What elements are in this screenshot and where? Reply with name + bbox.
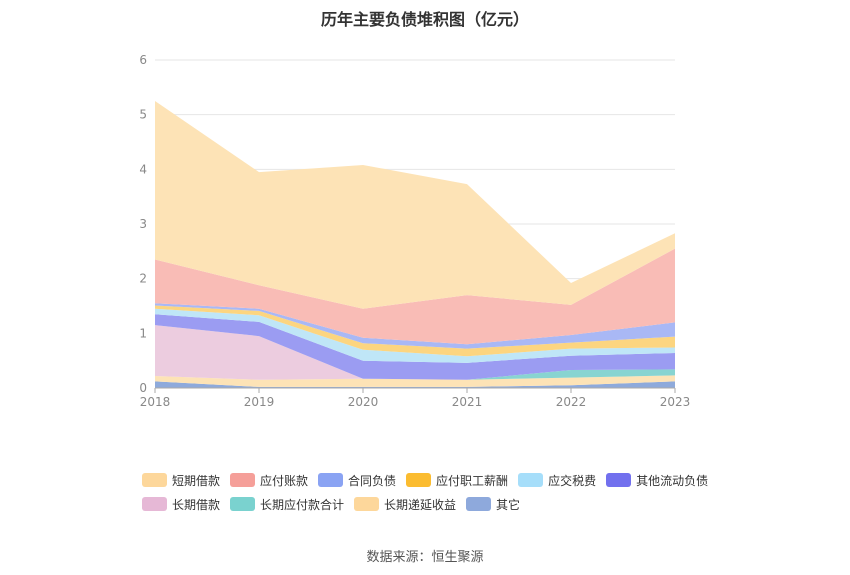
legend-swatch [466,497,492,511]
x-tick-label: 2018 [140,395,171,409]
legend-label: 长期借款 [172,497,221,512]
legend-label: 其它 [496,497,521,512]
legend-item[interactable]: 长期借款 [142,496,220,513]
legend-swatch [518,473,544,487]
legend-swatch [406,473,432,487]
data-source-note: 数据来源：恒生聚源 [366,550,484,565]
legend-item[interactable]: 合同负债 [318,472,396,489]
area-series [155,308,675,363]
y-tick-label: 6 [139,53,147,67]
x-tick-label: 2019 [244,395,275,409]
y-tick-label: 2 [139,272,147,286]
legend-item[interactable]: 应付职工薪酬 [406,472,508,489]
legend-label: 其他流动负债 [636,473,709,488]
legend-item[interactable]: 应交税费 [518,472,596,489]
x-tick-label: 2023 [660,395,691,409]
legend-label: 应付账款 [260,473,309,488]
area-series [155,101,675,309]
area-series [155,375,675,387]
legend-label: 长期递延收益 [384,497,457,512]
area-series [155,325,675,380]
legend-label: 合同负债 [348,473,397,488]
chart-legend: 短期借款 应付账款 合同负债 应付职工薪酬 应交税费 其他流动负债 长期借款 长期应付款合计… [142,472,742,520]
y-tick-label: 5 [139,108,147,122]
legend-label: 短期借款 [172,473,221,488]
legend-item[interactable]: 长期递延收益 [354,496,456,513]
y-tick-label: 0 [139,381,147,395]
legend-item[interactable]: 长期应付款合计 [230,496,344,513]
area-series [155,314,675,380]
legend-swatch [354,497,380,511]
area-series [155,369,675,380]
area-series [155,305,675,357]
legend-swatch [142,497,167,511]
chart-title: 历年主要负债堆积图（亿元） [320,10,529,29]
legend-item[interactable]: 应付账款 [230,472,308,489]
legend-swatch [318,473,344,487]
stacked-area-chart: 0 1 2 3 4 5 6 2018 2019 2020 2021 2022 2023 [139,53,691,409]
area-series [155,248,675,345]
legend-label: 长期应付款合计 [260,497,345,512]
legend-item[interactable]: 其他流动负债 [606,472,708,489]
legend-label: 应交税费 [548,473,597,488]
legend-swatch [142,473,167,487]
y-tick-label: 3 [139,217,147,231]
area-series [155,381,675,388]
legend-swatch [230,473,256,487]
legend-row: 短期借款 应付账款 合同负债 应付职工薪酬 应交税费 其他流动负债 [142,472,742,488]
legend-item[interactable]: 短期借款 [142,472,220,489]
x-tick-label: 2021 [452,395,483,409]
x-tick-label: 2020 [348,395,379,409]
legend-swatch [606,473,632,487]
legend-item[interactable]: 其它 [466,496,520,513]
y-tick-label: 4 [139,162,147,176]
area-series [155,303,675,349]
x-tick-label: 2022 [556,395,587,409]
legend-label: 应付职工薪酬 [436,473,509,488]
legend-row: 长期借款 长期应付款合计 长期递延收益 其它 [142,496,742,512]
y-tick-label: 1 [139,326,147,340]
legend-swatch [230,497,256,511]
